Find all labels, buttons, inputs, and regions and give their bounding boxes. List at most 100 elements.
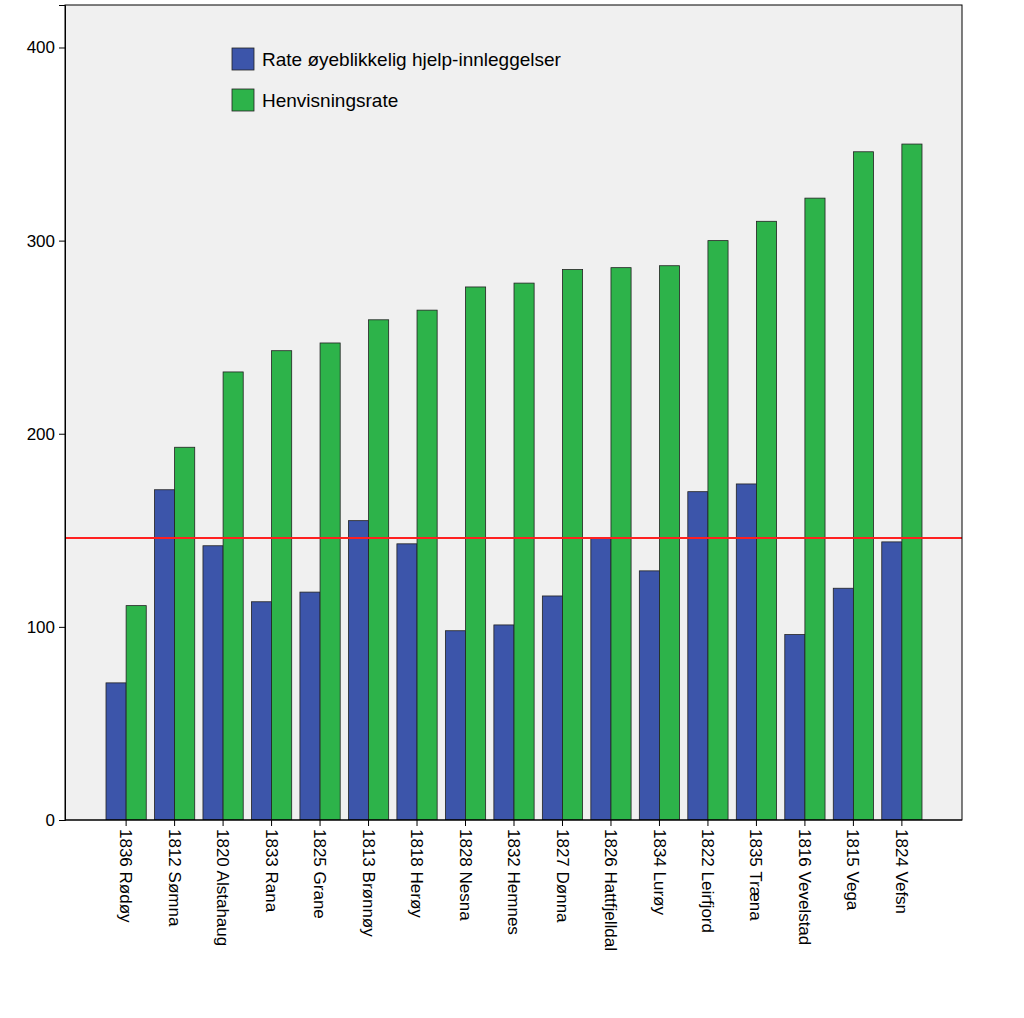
bar	[785, 635, 805, 820]
x-tick-mark	[756, 820, 757, 826]
series	[126, 144, 922, 820]
x-tick-mark	[465, 820, 466, 826]
x-tick-label: 1827 Dønna	[553, 829, 572, 923]
bar	[514, 283, 534, 820]
x-tick-label: 1820 Alstahaug	[213, 829, 232, 946]
legend-item: Rate øyeblikkelig hjelp-innleggelser	[232, 48, 562, 70]
x-tick: 1833 Rana	[262, 820, 281, 913]
x-tick-label: 1813 Brønnøy	[359, 829, 378, 937]
bar	[708, 241, 728, 820]
x-tick-label: 1818 Herøy	[407, 829, 426, 918]
y-tick-mark	[59, 820, 65, 821]
x-tick-mark	[707, 820, 708, 826]
y-tick-mark	[59, 47, 65, 48]
y-tick-label: 0	[46, 811, 55, 830]
plot: 0 100 200 300 400 1836 Rødøy 1812 Sømna 1820 Al…	[27, 5, 962, 951]
y-tick-label: 200	[27, 425, 55, 444]
bar	[466, 287, 486, 820]
bar	[805, 198, 825, 820]
bar	[659, 266, 679, 820]
legend-swatch	[232, 89, 254, 111]
plot-frame	[65, 5, 962, 820]
y-tick: 400	[27, 38, 65, 57]
bars	[65, 144, 962, 820]
legend-item: Henvisningsrate	[232, 89, 398, 111]
y-tick: 100	[27, 618, 65, 637]
x-tick: 1822 Leirfjord	[698, 820, 717, 933]
x-tick: 1825 Grane	[310, 820, 329, 919]
bar	[203, 546, 223, 820]
y-tick-label: 100	[27, 618, 55, 637]
y-tick: 300	[27, 232, 65, 251]
x-tick: 1813 Brønnøy	[359, 820, 378, 937]
x-tick-mark	[320, 820, 321, 826]
y-tick-mark	[59, 241, 65, 242]
x-tick-label: 1825 Grane	[310, 829, 329, 919]
x-tick: 1820 Alstahaug	[213, 820, 232, 946]
y-tick-mark	[59, 627, 65, 628]
bar	[126, 606, 146, 820]
y-tick-label: 400	[27, 38, 55, 57]
plot-background	[65, 5, 962, 820]
x-tick-mark	[223, 820, 224, 826]
x-tick: 1832 Hemnes	[504, 820, 523, 935]
x-tick-label: 1826 Hattfjelldal	[601, 829, 620, 951]
x-tick: 1835 Træna	[746, 820, 765, 921]
bar	[853, 152, 873, 820]
bar	[320, 343, 340, 820]
bar	[251, 602, 271, 820]
x-tick: 1812 Sømna	[165, 820, 184, 927]
legend: Rate øyeblikkelig hjelp-innleggelser Henv…	[232, 48, 562, 111]
x-tick: 1818 Herøy	[407, 820, 426, 918]
bar	[106, 683, 126, 820]
x-tick-mark	[126, 820, 127, 826]
x-tick-mark	[514, 820, 515, 826]
bar	[445, 631, 465, 820]
x-tick-label: 1812 Sømna	[165, 829, 184, 927]
x-tick: 1836 Rødøy	[116, 820, 135, 923]
x-tick-mark	[659, 820, 660, 826]
bar	[272, 351, 292, 820]
x-tick-label: 1815 Vega	[843, 829, 862, 911]
x-tick: 1826 Hattfjelldal	[601, 820, 620, 951]
bar	[882, 542, 902, 820]
x-tick-label: 1832 Hemnes	[504, 829, 523, 935]
bar	[369, 320, 389, 820]
x-tick-label: 1836 Rødøy	[116, 829, 135, 923]
bar	[417, 310, 437, 820]
bar	[154, 490, 174, 820]
bar	[902, 144, 922, 820]
y-tick-mark	[59, 434, 65, 435]
x-tick-mark	[901, 820, 902, 826]
x-tick: 1816 Vevelstad	[795, 820, 814, 945]
bar	[591, 538, 611, 820]
bar	[611, 268, 631, 820]
x-tick-mark	[610, 820, 611, 826]
x-tick-label: 1816 Vevelstad	[795, 829, 814, 945]
x-axis: 1836 Rødøy 1812 Sømna 1820 Alstahaug 1833 R…	[65, 820, 962, 951]
chart: 0 100 200 300 400 1836 Rødøy 1812 Sømna 1820 Al…	[0, 0, 1024, 1018]
bar	[175, 447, 195, 820]
x-tick: 1827 Dønna	[553, 820, 572, 923]
x-tick: 1824 Vefsn	[892, 820, 911, 914]
x-tick-label: 1822 Leirfjord	[698, 829, 717, 933]
bar	[223, 372, 243, 820]
x-tick-label: 1835 Træna	[746, 829, 765, 921]
bar	[300, 592, 320, 820]
legend-label: Henvisningsrate	[262, 90, 398, 111]
x-tick: 1815 Vega	[843, 820, 862, 911]
bar	[348, 521, 368, 820]
x-tick-mark	[417, 820, 418, 826]
bar	[833, 588, 853, 820]
legend-label: Rate øyeblikkelig hjelp-innleggelser	[262, 49, 562, 70]
bar	[562, 270, 582, 820]
x-tick-label: 1828 Nesna	[456, 829, 475, 921]
y-axis: 0 100 200 300 400	[27, 6, 66, 830]
x-tick-mark	[804, 820, 805, 826]
bar	[397, 544, 417, 820]
x-tick-label: 1834 Lurøy	[650, 829, 669, 915]
x-tick-mark	[853, 820, 854, 826]
x-tick-mark	[174, 820, 175, 826]
legend-swatch	[232, 48, 254, 70]
y-tick-label: 300	[27, 232, 55, 251]
